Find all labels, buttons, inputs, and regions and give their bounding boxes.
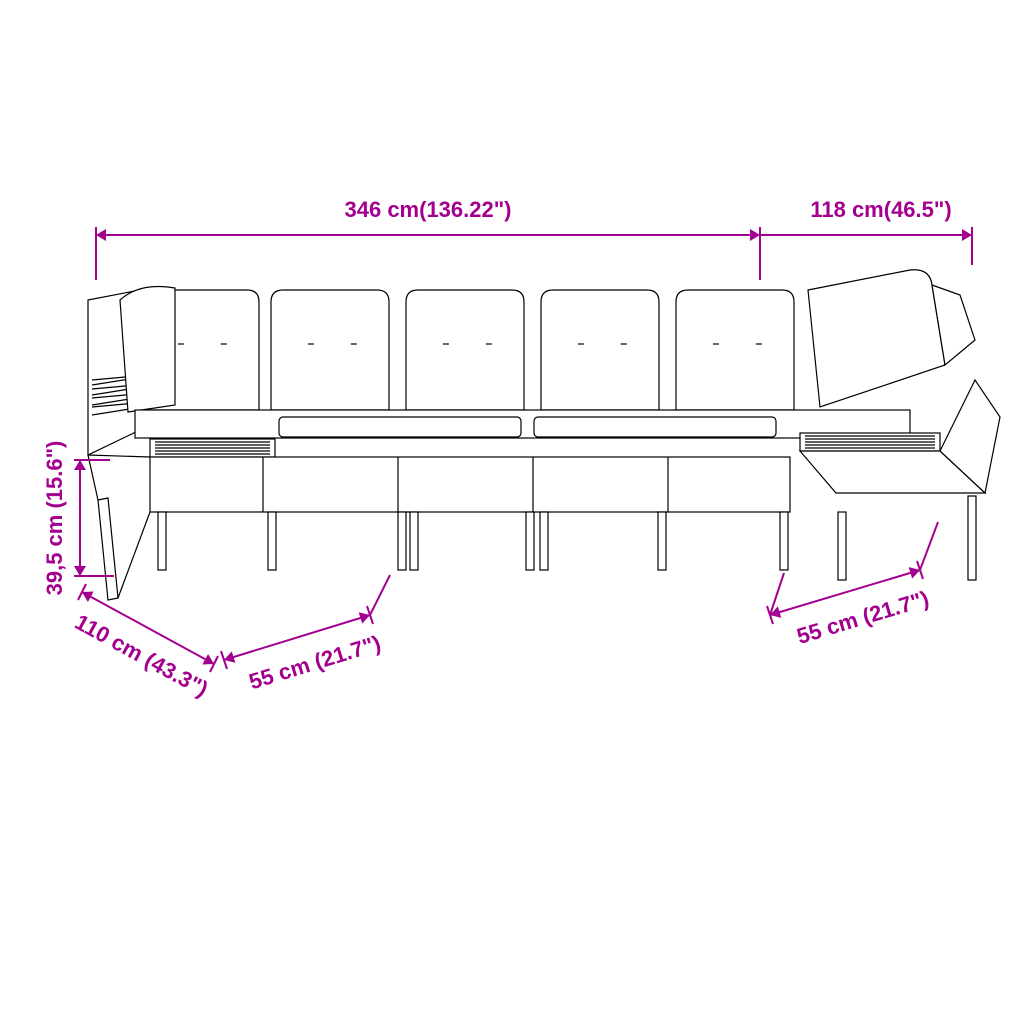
- dim-height: 39,5 cm (15.6"): [42, 441, 67, 596]
- dim-depth-left: 110 cm (43.3"): [71, 609, 212, 702]
- dim-width-top: 346 cm(136.22"): [345, 197, 512, 222]
- dim-depth-top: 118 cm(46.5"): [810, 197, 951, 222]
- dim-seat-left: 55 cm (21.7"): [246, 630, 384, 694]
- dim-seat-right: 55 cm (21.7"): [794, 586, 932, 649]
